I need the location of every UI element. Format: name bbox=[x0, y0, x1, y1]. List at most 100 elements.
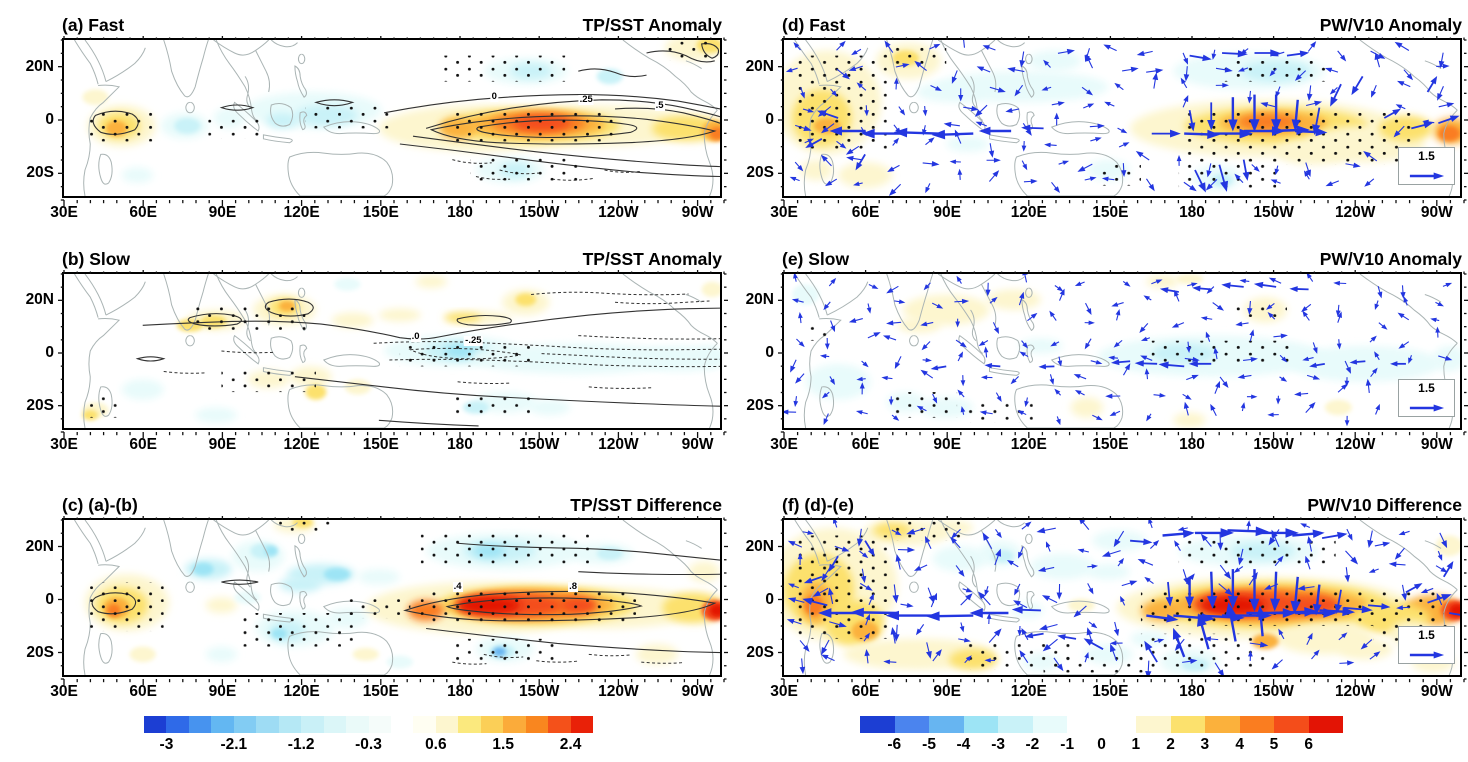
contour-label: .25 bbox=[578, 93, 594, 105]
colorbar-segment bbox=[323, 716, 347, 733]
panel-title: TP/SST Anomaly bbox=[582, 249, 722, 269]
colorbar-tick-label: -1.2 bbox=[287, 736, 315, 753]
panel-title: PW/V10 Anomaly bbox=[1319, 15, 1462, 35]
colorbar-segment bbox=[1032, 716, 1067, 733]
reference-vector-box: 1.5 bbox=[1398, 626, 1455, 664]
panel-label: (b) Slow bbox=[62, 249, 131, 269]
x-axis-tick-label: 90W bbox=[1420, 436, 1453, 453]
map-canvas-d bbox=[784, 40, 1460, 196]
panel-b: (b) Slow TP/SST Anomaly .0 -.25 20N 0 20S 30… bbox=[26, 249, 728, 453]
x-axis-tick-label: 90W bbox=[681, 436, 714, 453]
y-axis-tick-label: 0 bbox=[45, 590, 54, 608]
colorbar-tick-label: -6 bbox=[887, 736, 902, 753]
x-axis-tick-label: 150W bbox=[1253, 683, 1294, 700]
colorbar-segment bbox=[480, 716, 504, 733]
colorbar-segment bbox=[1136, 716, 1171, 733]
x-axis-tick-label: 120W bbox=[1334, 436, 1376, 453]
x-axis-tick-label: 150E bbox=[362, 436, 399, 453]
colorbar-segment bbox=[301, 716, 324, 733]
y-axis-tick-label: 0 bbox=[765, 344, 774, 361]
panel-c: (c) (a)-(b) TP/SST Difference .4 .8 20N 0 2… bbox=[26, 495, 728, 700]
colorbar-segment bbox=[1067, 716, 1102, 733]
x-axis-tick-label: 180 bbox=[447, 683, 473, 700]
map-canvas-e bbox=[784, 274, 1460, 428]
x-axis-tick-label: 90E bbox=[933, 204, 961, 221]
colorbar-tick-label: 2 bbox=[1166, 736, 1175, 753]
colorbar-segment bbox=[166, 716, 189, 733]
colorbar-tick-label: 6 bbox=[1304, 736, 1314, 753]
contour-label: .0 bbox=[410, 330, 421, 342]
panel-header: (e) Slow PW/V10 Anomaly bbox=[782, 244, 1462, 270]
x-axis-tick-label: 150W bbox=[518, 683, 560, 700]
colorbar-segment bbox=[368, 716, 391, 733]
colorbar-segment bbox=[1101, 716, 1136, 733]
colorbar-segment bbox=[1205, 716, 1240, 733]
reference-vector-arrow bbox=[1409, 404, 1444, 412]
y-axis-tick-label: 20N bbox=[25, 57, 54, 75]
colorbar-pw-v10: -6 -5 -4 -3 -2 -1 0 1 2 3 4 5 6 bbox=[860, 716, 1343, 753]
colorbar-segment bbox=[998, 716, 1033, 733]
x-axis-tick-label: 180 bbox=[447, 204, 473, 221]
colorbar-segment bbox=[929, 716, 964, 733]
x-axis-tick-label: 150E bbox=[1092, 204, 1129, 221]
reference-vector-arrow bbox=[1409, 172, 1444, 180]
x-axis-tick-label: 120E bbox=[1010, 436, 1047, 453]
x-axis-tick-label: 60E bbox=[129, 436, 157, 453]
x-axis-tick-label: 180 bbox=[1179, 683, 1205, 700]
x-axis-tick-label: 120E bbox=[1010, 204, 1047, 221]
contour-label: -.25 bbox=[464, 334, 483, 346]
x-axis-tick-label: 120E bbox=[283, 683, 320, 700]
x-axis-tick-label: 90E bbox=[208, 436, 237, 453]
colorbar-segment bbox=[525, 716, 549, 733]
colorbar-segment bbox=[144, 716, 167, 733]
x-axis-tick-label: 120W bbox=[1334, 204, 1376, 221]
y-axis-tick-label: 20S bbox=[26, 643, 54, 661]
x-axis-tick-label: 30E bbox=[50, 436, 78, 453]
colorbar-tp-sst: -3 -2.1 -1.2 -0.3 0.6 1.5 2.4 bbox=[144, 716, 594, 753]
y-axis-tick-label: 20S bbox=[746, 396, 774, 414]
colorbar-segments bbox=[860, 716, 1343, 733]
panel-header: (c) (a)-(b) TP/SST Difference bbox=[62, 490, 722, 516]
colorbar-segment bbox=[278, 716, 302, 733]
colorbar-tick-label: -3 bbox=[991, 736, 1006, 753]
colorbar-segment bbox=[860, 716, 895, 733]
colorbar-segment bbox=[503, 716, 526, 733]
y-axis-tick-label: 0 bbox=[45, 344, 54, 361]
x-axis-tick-label: 90W bbox=[1420, 683, 1453, 700]
x-axis-tick-label: 180 bbox=[1179, 436, 1205, 453]
panel-f: (f) (d)-(e) PW/V10 Difference 1.5 20N 0 20… bbox=[746, 495, 1468, 700]
panel-a: (a) Fast TP/SST Anomaly 0 .25 .5 20N 0 20S 30… bbox=[26, 15, 728, 221]
colorbar-segment bbox=[894, 716, 929, 733]
panel-title: TP/SST Anomaly bbox=[582, 15, 722, 35]
reference-vector-box: 1.5 bbox=[1398, 379, 1455, 417]
x-axis-tick-label: 90W bbox=[1420, 204, 1453, 221]
colorbar-segment bbox=[570, 716, 594, 733]
colorbar-segment bbox=[458, 716, 481, 733]
panel-title: TP/SST Difference bbox=[570, 495, 722, 515]
x-axis-tick-label: 90E bbox=[208, 683, 237, 700]
x-axis-tick-label: 120E bbox=[283, 204, 320, 221]
panel-label: (e) Slow bbox=[782, 249, 850, 269]
reference-vector-value: 1.5 bbox=[1418, 628, 1435, 642]
contour-label: 0 bbox=[490, 91, 498, 103]
x-axis-tick-label: 60E bbox=[129, 683, 157, 700]
panel-header: (f) (d)-(e) PW/V10 Difference bbox=[782, 490, 1462, 516]
x-axis-tick-label: 120W bbox=[598, 204, 639, 221]
panel-title: PW/V10 Difference bbox=[1307, 495, 1462, 515]
colorbar-tick-label: -1 bbox=[1060, 736, 1075, 753]
colorbar-segments bbox=[144, 716, 594, 733]
y-axis-tick-label: 20S bbox=[26, 164, 54, 182]
panel-label: (c) (a)-(b) bbox=[62, 495, 138, 515]
colorbar-tick-label: 2.4 bbox=[559, 736, 582, 753]
x-axis-tick-label: 60E bbox=[129, 204, 157, 221]
colorbar-tick-label: 5 bbox=[1269, 736, 1279, 753]
colorbar-segment bbox=[233, 716, 257, 733]
x-axis-tick-label: 150W bbox=[518, 436, 560, 453]
y-axis-tick-label: 20S bbox=[26, 396, 54, 414]
x-axis-tick-label: 150E bbox=[1092, 683, 1129, 700]
colorbar-segment bbox=[435, 716, 459, 733]
colorbar-segment bbox=[346, 716, 369, 733]
map-canvas-c bbox=[64, 520, 720, 675]
x-axis-tick-label: 90W bbox=[681, 204, 714, 221]
contour-label: .4 bbox=[452, 581, 463, 593]
